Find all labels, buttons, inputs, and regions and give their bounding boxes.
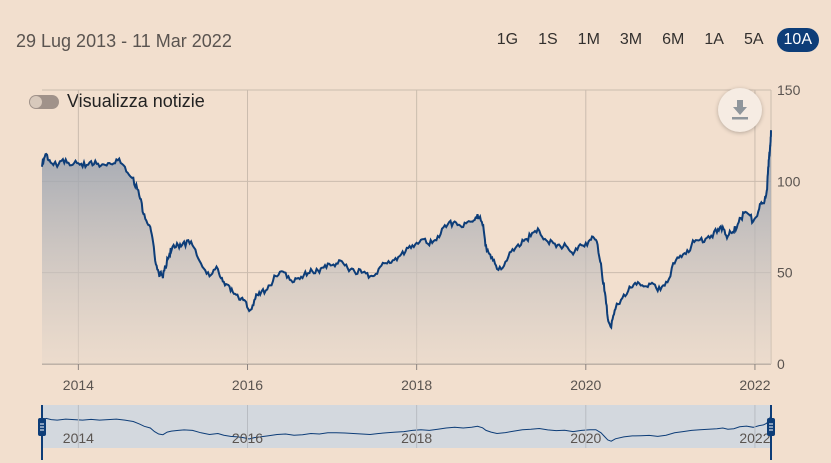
period-3m[interactable]: 3M [619, 31, 643, 48]
period-5a[interactable]: 5A [743, 31, 764, 48]
period-1m[interactable]: 1M [577, 31, 600, 48]
price-area [42, 130, 771, 364]
toggle-knob [30, 95, 42, 108]
y-axis: 0 50 100 150 [777, 82, 801, 372]
period-1g[interactable]: 1G [496, 31, 519, 48]
navigator-handle-left[interactable] [38, 405, 46, 460]
navigator-handle-right[interactable] [767, 405, 775, 460]
x-tick-label: 2020 [570, 377, 601, 393]
y-tick-label: 100 [777, 173, 801, 189]
y-tick-label: 0 [777, 356, 785, 372]
period-10a[interactable]: 10A [776, 28, 819, 52]
download-icon [732, 100, 748, 120]
navigator-tick-label: 2014 [63, 430, 94, 446]
toggle-switch[interactable] [29, 94, 59, 109]
y-tick-label: 50 [777, 265, 793, 281]
x-tick-label: 2018 [401, 377, 432, 393]
navigator-line [41, 415, 772, 442]
navigator-tick-label: 2022 [739, 430, 770, 446]
price-line [41, 130, 772, 330]
navigator-tick-label: 2018 [401, 430, 432, 446]
navigator-tick-label: 2016 [232, 430, 263, 446]
news-toggle-label: Visualizza notizie [67, 91, 205, 111]
navigator-window[interactable] [42, 405, 771, 448]
x-tick-label: 2016 [232, 377, 263, 393]
x-tick-label: 2014 [63, 377, 94, 393]
period-selector: 1G 1S 1M 3M 6M 1A 5A 10A [484, 28, 819, 52]
date-range: 29 Lug 2013 - 11 Mar 2022 [16, 31, 232, 51]
period-1s[interactable]: 1S [538, 31, 558, 48]
navigator[interactable]: 2014 2016 2018 2020 2022 [38, 405, 775, 460]
period-6m[interactable]: 6M [662, 31, 685, 48]
x-tick-label: 2022 [739, 377, 770, 393]
period-1a[interactable]: 1A [704, 31, 724, 48]
navigator-axis: 2014 2016 2018 2020 2022 [63, 405, 771, 448]
navigator-tick-label: 2020 [570, 430, 601, 446]
x-axis: 2014 2016 2018 2020 2022 [63, 364, 771, 393]
news-toggle[interactable]: Visualizza notizie [29, 91, 205, 112]
y-tick-label: 150 [777, 82, 801, 98]
download-button[interactable] [718, 88, 762, 132]
